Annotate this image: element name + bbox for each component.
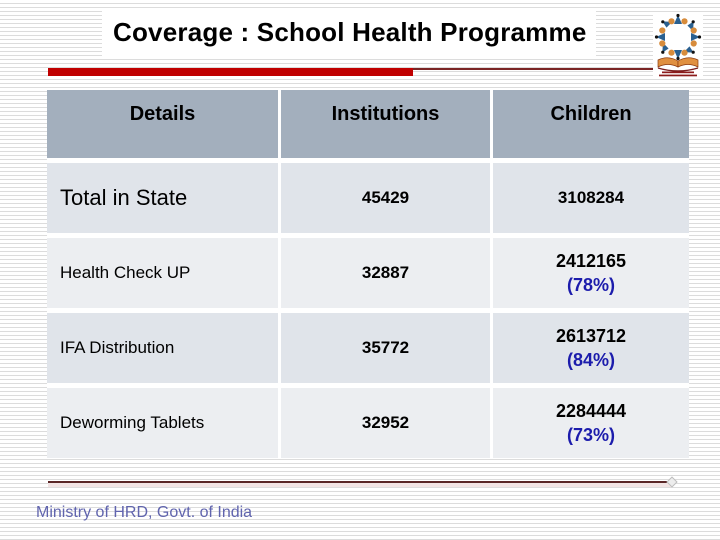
row-deworming-institutions: 32952 bbox=[281, 388, 490, 458]
children-percent: (78%) bbox=[566, 275, 615, 295]
logo-figure-ring bbox=[654, 13, 702, 61]
children-percent: (84%) bbox=[566, 350, 615, 370]
ssa-logo-icon bbox=[654, 13, 702, 77]
row-health-check-institutions: 32887 bbox=[281, 238, 490, 308]
logo-caption-lines bbox=[659, 71, 697, 77]
row-ifa-children: 2613712 (84%) bbox=[493, 313, 689, 383]
column-header-children: Children bbox=[493, 90, 689, 158]
footer-divider bbox=[48, 481, 672, 483]
row-total-children: 3108284 bbox=[493, 163, 689, 233]
children-count: 2284444 bbox=[555, 400, 627, 421]
logo-open-book bbox=[657, 57, 699, 72]
children-count: 2412165 bbox=[555, 250, 627, 271]
title-underline-thin-line bbox=[413, 68, 653, 70]
row-deworming-details: Deworming Tablets bbox=[47, 388, 278, 458]
row-total-institutions: 45429 bbox=[281, 163, 490, 233]
children-percent: (73%) bbox=[566, 425, 615, 445]
row-deworming-children: 2284444 (73%) bbox=[493, 388, 689, 458]
ssa-logo bbox=[653, 12, 703, 78]
row-ifa-institutions: 35772 bbox=[281, 313, 490, 383]
row-health-check-details: Health Check UP bbox=[47, 238, 278, 308]
coverage-table: Details Institutions Children Total in S… bbox=[47, 90, 689, 458]
page-title: Coverage : School Health Programme bbox=[113, 17, 587, 47]
title-backdrop bbox=[102, 10, 596, 57]
column-header-details: Details bbox=[47, 90, 278, 158]
row-ifa-details: IFA Distribution bbox=[47, 313, 278, 383]
title-underline-bar bbox=[48, 68, 413, 76]
row-total-details: Total in State bbox=[47, 163, 278, 233]
column-header-institutions: Institutions bbox=[281, 90, 490, 158]
children-count: 2613712 bbox=[555, 325, 627, 346]
footer-divider-shadow bbox=[48, 483, 672, 487]
row-health-check-children: 2412165 (78%) bbox=[493, 238, 689, 308]
footer-credit: Ministry of HRD, Govt. of India bbox=[36, 504, 253, 521]
